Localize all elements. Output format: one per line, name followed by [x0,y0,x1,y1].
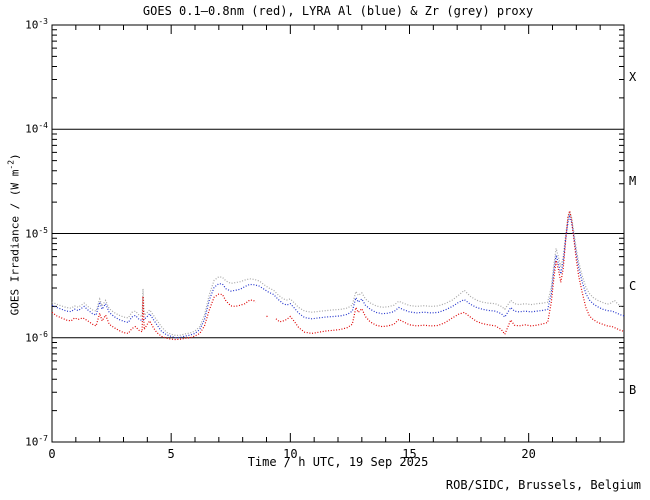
flare-class-label-c: C [629,278,637,293]
page-title: GOES 0.1–0.8nm (red), LYRA Al (blue) & Z… [142,4,534,18]
axis-ticks [52,25,624,442]
series-red [51,210,625,341]
x-tick-label: 20 [521,447,536,461]
x-tick-label: 10 [283,447,298,461]
credit-text: ROB/SIDC, Brussels, Belgium [445,478,641,492]
y-axis-label-text: GOES Irradiance / (W m [8,169,22,316]
y-tick-label: 10-7 [25,434,48,449]
series-grey [51,210,625,337]
y-tick-label: 10-3 [25,17,48,32]
flare-class-label-b: B [629,382,637,397]
y-axis-label-exponent: -2 [6,159,16,170]
x-tick-label: 5 [167,447,175,461]
x-axis-label: Time / h UTC, 19 Sep 2025 [247,455,429,469]
series-blue [51,214,625,339]
flare-class-label-x: X [629,70,637,85]
y-axis-label-close: ) [8,153,22,160]
x-tick-label: 15 [402,447,417,461]
flare-class-label-m: M [629,174,637,189]
y-tick-label: 10-6 [25,329,48,345]
y-tick-label: 10-5 [25,225,48,241]
y-tick-label: 10-4 [25,121,48,136]
x-tick-label: 0 [48,447,56,461]
